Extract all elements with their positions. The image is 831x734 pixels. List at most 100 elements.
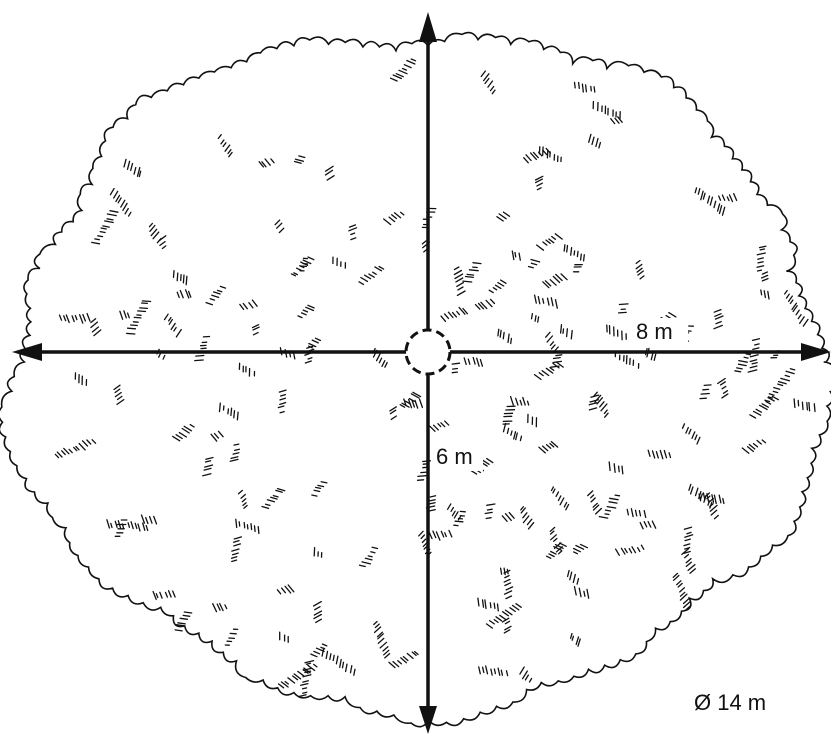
hatch-stroke: [117, 520, 122, 529]
hatch-stroke: [488, 289, 494, 294]
hatch-stroke: [219, 285, 227, 289]
hatch-stroke: [181, 427, 190, 434]
hatch-stroke: [557, 550, 563, 555]
hatch-stroke: [164, 591, 169, 598]
hatch-stroke: [630, 508, 634, 518]
hatch-stroke: [410, 58, 417, 62]
hatch-stroke: [687, 563, 696, 572]
hatch-stroke: [562, 328, 565, 334]
hatch-stroke: [771, 395, 780, 401]
hatch-stroke: [313, 613, 322, 620]
hatch-stroke: [676, 580, 682, 586]
hatch-stroke: [158, 235, 167, 242]
hatch-stroke: [546, 335, 554, 343]
hatch-stroke: [647, 449, 651, 457]
hatch-stroke: [489, 298, 496, 305]
hatch-stroke: [293, 272, 299, 276]
hatch-stroke: [299, 265, 305, 269]
hatch-stroke: [522, 515, 530, 524]
hatch-stroke: [450, 506, 455, 512]
hatch-stroke: [120, 199, 126, 208]
hatch-stroke: [179, 617, 189, 620]
hatch-stroke: [63, 315, 67, 322]
hatch-stroke: [525, 154, 532, 162]
hatch-stroke: [300, 261, 309, 266]
hatch-stroke: [307, 357, 313, 360]
hatch-stroke: [126, 312, 130, 319]
hatch-stroke: [113, 384, 121, 391]
hatch-stroke: [392, 74, 403, 80]
hatch-stroke: [749, 359, 758, 363]
hatch-stroke: [777, 383, 784, 387]
hatch-stroke: [468, 269, 479, 272]
hatch-stroke: [114, 391, 122, 398]
hatch-stroke: [298, 155, 306, 159]
hatch-stroke: [758, 404, 768, 411]
hatch-stroke: [474, 303, 481, 310]
hatch-stroke: [522, 512, 528, 519]
hatch-stroke: [183, 611, 193, 614]
hatch-stroke: [301, 687, 308, 690]
hatch-stroke: [278, 389, 287, 393]
hatch-stroke: [570, 329, 573, 340]
hatch-stroke: [133, 166, 137, 175]
hatch-stroke: [102, 225, 110, 228]
hatch-stroke: [230, 456, 239, 460]
hatch-stroke: [155, 593, 159, 599]
hatch-stroke: [313, 650, 321, 655]
hatch-stroke: [114, 388, 121, 394]
hatch-stroke: [554, 233, 563, 240]
hatch-stroke: [257, 525, 260, 535]
hatch-stroke: [534, 315, 537, 322]
hatch-stroke: [274, 219, 281, 226]
hatch-stroke: [220, 139, 225, 145]
hatch-stroke: [713, 308, 722, 313]
hatch-stroke: [552, 356, 561, 360]
hatch-stroke: [717, 377, 726, 385]
hatch-stroke: [614, 117, 620, 124]
hatch-stroke: [304, 659, 315, 664]
hatch-stroke: [224, 144, 231, 152]
hatch-stroke: [78, 442, 86, 451]
hatch-stroke: [446, 503, 452, 510]
hatch-stroke: [760, 274, 769, 279]
hatch-stroke: [411, 651, 417, 657]
hatch-stroke: [194, 359, 204, 362]
hatch-stroke: [298, 694, 307, 698]
hatch-stroke: [545, 555, 552, 559]
hatch-stroke: [696, 436, 701, 445]
hatch-stroke: [294, 158, 305, 162]
hatch-stroke: [504, 609, 513, 616]
hatch-stroke: [719, 381, 726, 386]
hatch-stroke: [598, 141, 602, 149]
hatch-stroke: [414, 650, 419, 656]
hatch-stroke: [314, 606, 321, 611]
hatch-stroke: [140, 514, 146, 524]
hatch-stroke: [398, 69, 408, 75]
hatch-stroke: [466, 273, 475, 276]
hatch-stroke: [390, 415, 398, 421]
hatch-stroke: [403, 64, 412, 69]
hatch-stroke: [784, 289, 788, 295]
hatch-stroke: [486, 503, 496, 506]
hatch-stroke: [639, 521, 644, 530]
hatch-stroke: [416, 479, 425, 481]
hatch-stroke: [681, 423, 686, 429]
hatch-stroke: [315, 618, 323, 624]
hatch-stroke: [204, 464, 214, 468]
hatch-stroke: [604, 513, 610, 516]
hatch-stroke: [536, 182, 543, 187]
hatch-stroke: [560, 273, 568, 281]
hatch-stroke: [541, 370, 550, 377]
hatch-stroke: [537, 295, 541, 305]
hatch-stroke: [231, 559, 238, 563]
hatch-stroke: [261, 505, 270, 510]
hatch-stroke: [325, 650, 329, 660]
hatch-stroke: [106, 213, 117, 217]
hatch-stroke: [484, 77, 490, 85]
hatch-stroke: [304, 670, 312, 674]
hatch-stroke: [388, 216, 396, 223]
hatch-stroke: [534, 178, 544, 184]
hatch-stroke: [363, 274, 372, 280]
hatch-stroke: [653, 353, 657, 362]
